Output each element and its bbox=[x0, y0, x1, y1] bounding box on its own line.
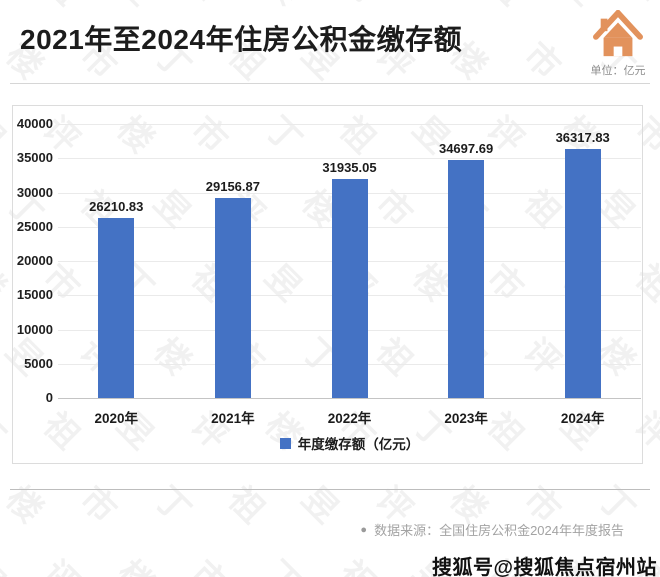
section-divider bbox=[10, 489, 650, 490]
gridline-y35000 bbox=[58, 158, 641, 160]
legend-label: 年度缴存额（亿元） bbox=[297, 437, 420, 452]
y-axis-tick-label: 25000 bbox=[16, 218, 53, 234]
bar-2024年 bbox=[564, 149, 601, 398]
data-source-text: 数据来源：全国住房公积金2024年年度报告 bbox=[374, 523, 624, 538]
y-axis-tick-label: 10000 bbox=[16, 321, 53, 337]
bar-value-label: 31935.05 bbox=[322, 160, 377, 176]
x-axis-tick-label: 2022年 bbox=[327, 411, 372, 426]
sohu-account-watermark: 搜狐号@搜狐焦点宿州站 bbox=[431, 557, 657, 577]
legend-swatch-icon bbox=[279, 437, 291, 449]
gridline-y0 bbox=[58, 398, 641, 399]
header-divider bbox=[10, 83, 650, 84]
gridline-y40000 bbox=[58, 124, 641, 125]
y-axis-tick-label: 40000 bbox=[16, 116, 53, 131]
bar-value-label: 34697.69 bbox=[438, 141, 494, 157]
header: 2021年至2024年住房公积金缴存额 单位：亿元 bbox=[0, 0, 660, 84]
watermark-glyph: 评 bbox=[36, 554, 87, 577]
house-gable bbox=[603, 22, 633, 38]
bar-value-label: 26210.83 bbox=[89, 199, 144, 215]
bar-2022年 bbox=[331, 179, 368, 398]
unit-label: 单位：亿元 bbox=[590, 65, 646, 77]
bar-value-label: 29156.87 bbox=[205, 179, 260, 195]
data-source-line: ● 数据来源：全国住房公积金2024年年度报告 bbox=[360, 520, 624, 539]
bar-value-label: 36317.83 bbox=[555, 130, 610, 146]
house-icon bbox=[593, 10, 643, 57]
house-roof bbox=[593, 10, 643, 40]
header-brand: 单位：亿元 bbox=[588, 10, 648, 78]
y-axis-tick-label: 5000 bbox=[24, 355, 53, 371]
watermark-glyph: 祖 bbox=[332, 554, 383, 577]
x-axis-tick-label: 2020年 bbox=[94, 411, 139, 426]
bar-2021年 bbox=[214, 198, 251, 398]
y-axis-tick-label: 20000 bbox=[16, 253, 53, 268]
watermark-glyph: 丁 bbox=[0, 405, 13, 457]
x-axis-tick-label: 2021年 bbox=[211, 411, 255, 426]
bullet-icon: ● bbox=[360, 523, 368, 536]
y-axis-tick-label: 15000 bbox=[16, 287, 53, 303]
x-axis-tick-label: 2023年 bbox=[444, 411, 488, 426]
y-axis-tick-label: 30000 bbox=[16, 184, 53, 200]
y-axis-tick-label: 0 bbox=[45, 390, 53, 405]
watermark-glyph: 昱 bbox=[0, 554, 12, 577]
chart-legend: 年度缴存额（亿元） bbox=[58, 434, 641, 452]
watermark-glyph: 楼 bbox=[110, 554, 161, 577]
y-axis-tick-label: 35000 bbox=[16, 150, 53, 166]
watermark-glyph: 楼 bbox=[0, 257, 13, 309]
bar-chart: 年度缴存额（亿元） 0 5000 10000 15000 20000 25000 30000… bbox=[12, 105, 643, 464]
house-door bbox=[613, 46, 623, 57]
bar-2020年 bbox=[98, 218, 135, 398]
x-axis-tick-label: 2024年 bbox=[560, 411, 605, 426]
watermark-glyph: 丁 bbox=[258, 554, 309, 577]
watermark-glyph: 昱 bbox=[0, 109, 13, 161]
watermark-glyph: 市 bbox=[184, 554, 235, 577]
page-title: 2021年至2024年住房公积金缴存额 bbox=[20, 24, 463, 55]
bar-2023年 bbox=[448, 160, 485, 398]
